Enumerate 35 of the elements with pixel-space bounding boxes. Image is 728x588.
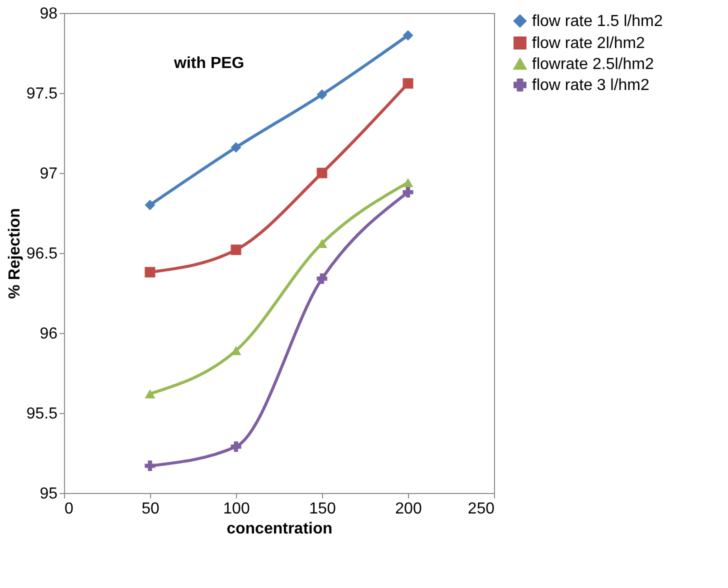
point: [230, 441, 242, 452]
legend-label: flow rate 1.5 l/hm2: [532, 13, 663, 30]
point: [402, 178, 414, 188]
point: [144, 200, 156, 210]
y-tick-label: 98: [40, 6, 58, 22]
point: [316, 273, 328, 284]
x-axis-title: concentration: [226, 520, 332, 538]
x-tick-label: 0: [64, 500, 74, 518]
point: [144, 389, 156, 398]
point: [402, 186, 414, 198]
legend-label: flow rate 2l/hm2: [532, 35, 646, 52]
point: [402, 78, 414, 89]
y-tick-label: 97.5: [26, 86, 58, 102]
x-tick-label: 50: [142, 500, 160, 518]
point: [316, 89, 328, 100]
annotation: with PEG: [173, 55, 244, 72]
point: [230, 142, 242, 153]
y-tick-label: 96.5: [26, 246, 58, 262]
point: [402, 30, 414, 41]
x-tick-label: 150: [309, 500, 336, 518]
point: [316, 168, 328, 178]
y-axis-title: % Rejection: [6, 208, 24, 299]
point: [144, 266, 156, 278]
y-tick-label: 95.5: [26, 406, 58, 422]
y-tick-label: 96: [40, 326, 58, 342]
x-tick-label: 250: [468, 500, 495, 518]
y-tick-label: 97: [40, 166, 58, 182]
point: [316, 238, 328, 248]
x-tick-label: 100: [223, 500, 250, 518]
y-tick-label: 95: [40, 486, 58, 502]
x-tick-label: 200: [395, 500, 422, 518]
legend-label: flow rate 3 l/hm2: [532, 77, 650, 94]
legend-label: flowrate 2.5l/hm2: [532, 56, 654, 73]
point: [144, 460, 156, 472]
point: [230, 244, 242, 256]
